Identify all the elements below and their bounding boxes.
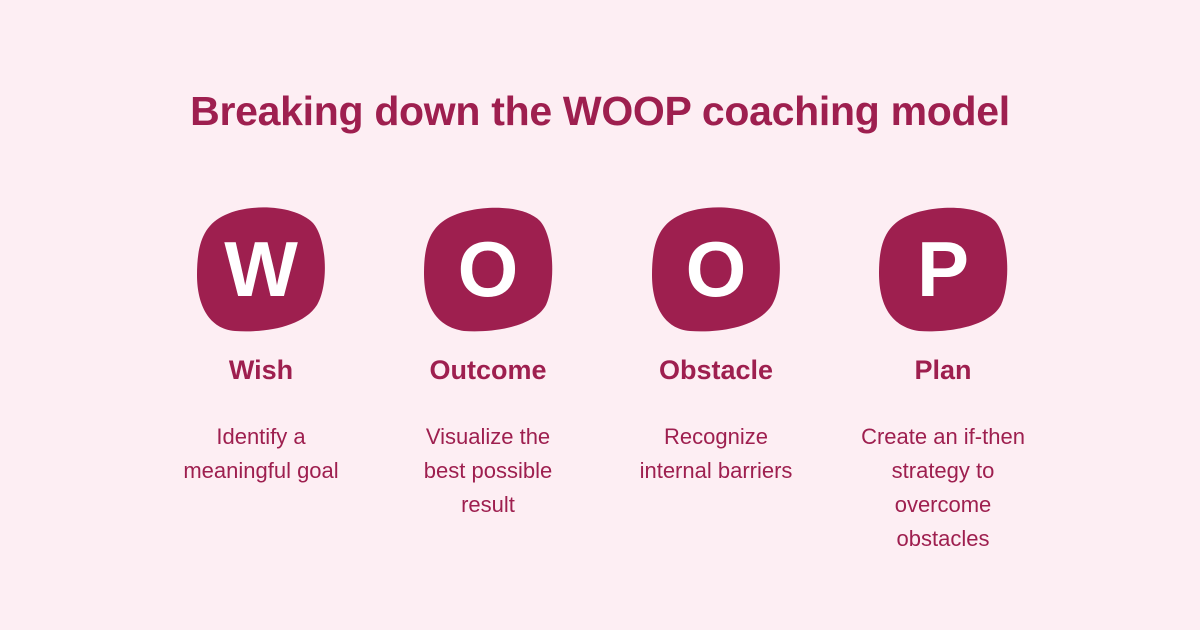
blob-badge: P [877,205,1009,333]
blob-badge: W [195,205,327,333]
step-description: Visualize the best possible result [423,424,553,517]
blob-badge: O [650,205,782,333]
page-title: Breaking down the WOOP coaching model [190,88,1010,134]
letter-o: O [457,225,519,313]
step-wish: W Wish Identify a meaningful goal [151,205,371,488]
step-label: Wish [228,355,294,385]
letter-o: O [685,225,747,313]
step-label: Obstacle [658,355,774,385]
letter-w: W [224,225,298,313]
step-plan: P Plan Create an if-then strategy to ove… [833,205,1053,556]
step-description: Identify a meaningful goal [183,424,339,483]
letter-p: P [916,225,970,313]
step-outcome: O Outcome Visualize the best possible re… [378,205,598,522]
step-obstacle: O Obstacle Recognize internal barriers [606,205,826,488]
step-label: Outcome [429,355,547,385]
blob-badge: O [422,205,554,333]
step-label: Plan [914,355,972,385]
step-description: Create an if-then strategy to overcome o… [861,424,1025,551]
step-description: Recognize internal barriers [639,424,793,483]
